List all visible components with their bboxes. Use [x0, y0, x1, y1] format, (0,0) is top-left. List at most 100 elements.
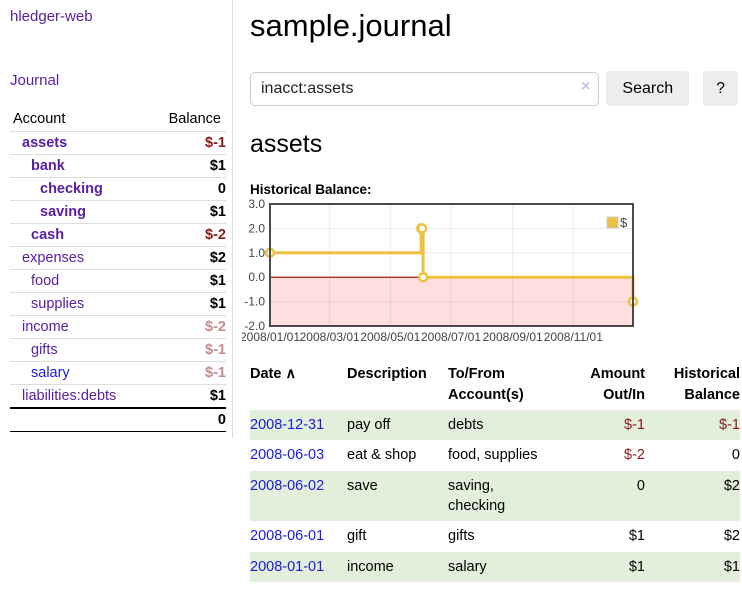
transaction-description: save: [347, 477, 378, 494]
transaction-balance: $1: [723, 558, 740, 575]
accounts-total-spacer: [10, 407, 148, 432]
transaction-date-link[interactable]: 2008-12-31: [250, 417, 325, 434]
data-point-marker: [416, 223, 428, 234]
transaction-accounts: debts: [448, 417, 484, 434]
transaction-balance: $2: [723, 477, 740, 494]
account-link[interactable]: cash: [31, 227, 65, 243]
register-column-accounts: To/From Account(s): [448, 366, 524, 404]
transaction-accounts: gifts: [448, 528, 475, 545]
account-link[interactable]: saving: [40, 204, 86, 220]
main-content: sample.journal × Search ? assets Histori…: [233, 0, 742, 602]
x-axis-tick-label: 2008/03/01: [300, 330, 360, 344]
account-name-cell: liabilities:debts: [10, 384, 148, 408]
register-row: 2008-06-03 eat & shop food, supplies $-2…: [250, 440, 740, 470]
x-axis-tick-label: 2008/09/01: [483, 330, 543, 344]
transaction-date-link[interactable]: 2008-06-01: [250, 528, 325, 545]
account-row: salary $-1: [10, 361, 226, 385]
account-balance: $-1: [147, 131, 226, 155]
transaction-balance: $-1: [719, 417, 740, 434]
accounts-table: Account Balance assets $-1 bank $1 check…: [10, 108, 226, 432]
account-link[interactable]: salary: [31, 365, 70, 381]
account-balance: $-1: [147, 338, 226, 362]
account-name-cell: salary: [10, 361, 148, 385]
transaction-balance: 0: [731, 447, 740, 464]
account-row: cash $-2: [10, 223, 226, 247]
y-axis-tick-label: -1.0: [244, 295, 265, 309]
account-name-cell: gifts: [10, 338, 148, 362]
account-link[interactable]: liabilities:debts: [22, 388, 117, 404]
chart-legend: $: [606, 215, 628, 230]
x-axis-tick-label: 2008/05/01: [360, 330, 420, 344]
sort-ascending-icon: ∧: [285, 366, 297, 382]
account-row: supplies $1: [10, 292, 226, 316]
account-link[interactable]: bank: [31, 158, 65, 174]
account-name-cell: income: [10, 315, 148, 339]
transaction-accounts: saving, checking: [448, 477, 506, 514]
account-link[interactable]: assets: [22, 135, 68, 151]
clear-search-icon[interactable]: ×: [581, 77, 591, 95]
chart-title: Historical Balance:: [250, 182, 372, 197]
help-button[interactable]: ?: [703, 71, 738, 106]
account-name-cell: bank: [10, 154, 148, 178]
accounts-column-balance: Balance: [168, 111, 221, 127]
account-balance: $1: [147, 269, 226, 293]
account-balance: $1: [147, 200, 226, 224]
account-balance: $1: [147, 154, 226, 178]
account-balance: 0: [147, 177, 226, 201]
register-column-date[interactable]: Date ∧: [250, 366, 297, 382]
search-bar: × Search ?: [250, 71, 738, 106]
account-name-cell: supplies: [10, 292, 148, 316]
transaction-date-link[interactable]: 2008-06-02: [250, 477, 325, 494]
transaction-description: eat & shop: [347, 447, 417, 464]
register-row: 2008-01-01 income salary $1 $1: [250, 551, 740, 582]
transaction-description: gift: [347, 528, 367, 545]
account-name-cell: saving: [10, 200, 148, 224]
transaction-amount: $1: [628, 528, 645, 545]
x-axis-tick-label: 2008/07/01: [421, 330, 481, 344]
register-row: 2008-06-01 gift gifts $1 $2: [250, 521, 740, 551]
account-row: saving $1: [10, 200, 226, 224]
account-balance: $-2: [147, 223, 226, 247]
plot-frame: [269, 203, 634, 327]
brand-link[interactable]: hledger-web: [10, 8, 93, 25]
transaction-date-cell: 2008-06-01: [250, 521, 347, 551]
sidebar-item-journal[interactable]: Journal: [10, 72, 60, 89]
account-row: expenses $2: [10, 246, 226, 270]
account-heading: assets: [250, 130, 323, 158]
account-link[interactable]: checking: [40, 181, 103, 197]
transaction-amount: $-1: [624, 417, 645, 434]
account-link[interactable]: gifts: [31, 342, 58, 358]
account-link[interactable]: expenses: [22, 250, 85, 266]
account-row: food $1: [10, 269, 226, 293]
transaction-date-link[interactable]: 2008-01-01: [250, 558, 325, 575]
accounts-column-account: Account: [13, 111, 66, 127]
data-point-marker: [417, 271, 429, 283]
account-row: gifts $-1: [10, 338, 226, 362]
transaction-amount: $-2: [624, 447, 645, 464]
account-link[interactable]: supplies: [31, 296, 85, 312]
y-axis-tick-label: 1.0: [248, 246, 265, 260]
search-input[interactable]: [250, 71, 600, 106]
y-axis-tick-label: 0.0: [248, 270, 265, 284]
register-row: 2008-06-02 save saving, checking 0 $2: [250, 470, 740, 522]
register-header-row: Date ∧ Description To/From Account(s) Am…: [250, 360, 740, 410]
account-link[interactable]: food: [31, 273, 60, 289]
account-row: liabilities:debts $1: [10, 384, 226, 408]
transaction-date-link[interactable]: 2008-06-03: [250, 447, 325, 464]
transaction-description: income: [347, 558, 394, 575]
transaction-date-cell: 2008-01-01: [250, 552, 347, 582]
transaction-balance: $2: [723, 528, 740, 545]
account-link[interactable]: income: [22, 319, 69, 335]
account-row: income $-2: [10, 315, 226, 339]
register-row: 2008-12-31 pay off debts $-1 $-1: [250, 410, 740, 441]
accounts-header-row: Account Balance: [10, 108, 226, 132]
x-axis-tick-label: 2008/11/01: [544, 330, 603, 344]
search-button[interactable]: Search: [606, 71, 690, 106]
register-column-amount: Amount Out/In: [590, 366, 645, 404]
search-box: ×: [250, 71, 600, 106]
transaction-accounts: salary: [448, 558, 487, 575]
historical-balance-chart: $3.0 2.0 1.0 0.0 -1.0 -2.0 2008/01/01 2008/03/0…: [240, 197, 738, 350]
account-row: assets $-1: [10, 131, 226, 155]
